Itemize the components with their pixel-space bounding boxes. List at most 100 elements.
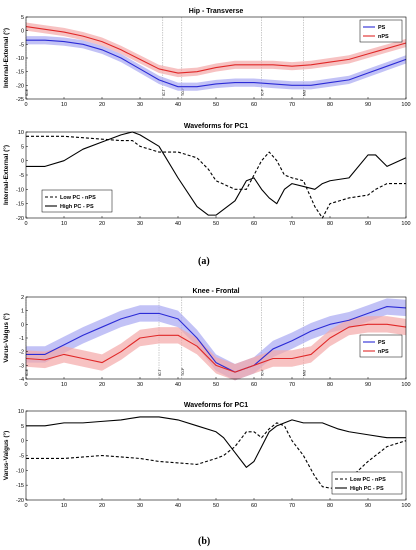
panel-label-b: (b) (198, 536, 211, 547)
y-tick-label: -5 (19, 42, 24, 48)
x-tick-label: 0 (24, 503, 27, 509)
x-tick-label: 40 (175, 221, 181, 227)
x-tick-label: 90 (365, 221, 371, 227)
legend: PS nPS (359, 334, 403, 358)
y-tick-label: -10 (16, 56, 24, 62)
x-tick-label: 80 (327, 102, 333, 108)
legend-label: Low PC - nPS (350, 477, 386, 483)
chart-knee_pc1: Waveforms for PC1 Varus-Valgus (°) 0 10 20 30… (2, 402, 411, 509)
x-tick-label: 80 (327, 503, 333, 509)
y-tick-label: -5 (19, 454, 24, 460)
legend-label: High PC - PS (350, 486, 384, 492)
x-tick-label: 60 (251, 503, 257, 509)
x-tick-label: 100 (401, 503, 410, 509)
event-label: IC-P (261, 88, 265, 96)
x-tick-label: 0 (24, 102, 27, 108)
band-nps (26, 316, 406, 381)
x-tick-label: 100 (401, 221, 410, 227)
x-tick-label: 40 (175, 503, 181, 509)
x-tick-label: 80 (327, 221, 333, 227)
x-tick-label: 20 (99, 382, 105, 388)
y-tick-label: 0 (21, 439, 24, 445)
y-tick-label: -4 (19, 377, 24, 383)
series-line-ps (26, 39, 407, 88)
y-axis-label: Varus-Valgus (°) (2, 313, 10, 363)
event-label: TO-P (181, 367, 185, 376)
x-tick-label: 70 (289, 382, 295, 388)
y-tick-label: 10 (18, 130, 24, 136)
y-tick-label: 0 (21, 159, 24, 165)
series-line-low-pc-nps (26, 135, 406, 219)
y-tick-label: -15 (16, 70, 24, 76)
x-tick-label: 20 (99, 503, 105, 509)
x-tick-label: 30 (137, 382, 143, 388)
x-tick-label: 50 (213, 221, 219, 227)
y-axis-label: Varus-Valgus (°) (2, 431, 10, 481)
y-tick-label: 0 (21, 322, 24, 328)
x-tick-label: 10 (61, 503, 67, 509)
x-tick-label: 70 (289, 221, 295, 227)
legend-label: nPS (378, 349, 389, 355)
series-line-high-pc-ps (26, 131, 407, 216)
legend-label: nPS (378, 34, 389, 40)
y-tick-label: 10 (18, 409, 24, 415)
y-axis-label: Internal-External (°) (2, 145, 10, 205)
legend-label: Low PC - nPS (60, 195, 96, 201)
y-tick-label: 1 (21, 309, 24, 315)
y-tick-label: -20 (16, 83, 24, 89)
legend: PS nPS (359, 19, 403, 43)
x-tick-label: 30 (137, 503, 143, 509)
y-tick-label: 0 (21, 29, 24, 35)
x-tick-label: 40 (175, 102, 181, 108)
x-tick-label: 80 (327, 382, 333, 388)
chart-title: Knee - Frontal (192, 288, 239, 295)
y-tick-label: -10 (16, 468, 24, 474)
event-label: TO-P (181, 87, 185, 96)
y-tick-label: -20 (16, 216, 24, 222)
y-tick-label: -5 (19, 173, 24, 179)
event-label: IC-P (261, 368, 265, 376)
chart-knee_frontal: Knee - Frontal Varus-Valgus (°) IC-E IC-T TO… (2, 288, 411, 388)
legend-box (331, 471, 403, 495)
event-label: Mid (302, 90, 306, 96)
chart-hip_transverse: Hip - Transverse Internal-External (°) IC-… (2, 8, 411, 108)
x-tick-label: 90 (365, 102, 371, 108)
x-tick-label: 60 (251, 382, 257, 388)
y-tick-label: 5 (21, 15, 24, 21)
x-tick-label: 90 (365, 382, 371, 388)
y-tick-label: -2 (19, 350, 24, 356)
x-tick-label: 10 (61, 102, 67, 108)
x-tick-label: 100 (401, 102, 410, 108)
chart-title: Hip - Transverse (189, 8, 244, 15)
y-tick-label: 2 (21, 295, 24, 301)
x-tick-label: 60 (251, 221, 257, 227)
legend: Low PC - nPS High PC - PS (331, 471, 403, 495)
x-tick-label: 0 (24, 382, 27, 388)
legend-label: PS (378, 25, 386, 31)
x-tick-label: 20 (99, 221, 105, 227)
y-tick-label: -15 (16, 483, 24, 489)
event-label: IC-T (162, 88, 166, 96)
legend-box (41, 189, 113, 213)
x-tick-label: 60 (251, 102, 257, 108)
panel-label-a: (a) (198, 256, 210, 267)
y-tick-label: -20 (16, 498, 24, 504)
x-tick-label: 30 (137, 221, 143, 227)
x-tick-label: 70 (289, 102, 295, 108)
band-nps (26, 22, 406, 78)
event-label: Mid (302, 370, 306, 376)
chart-title: Waveforms for PC1 (184, 402, 248, 409)
x-tick-label: 10 (61, 221, 67, 227)
x-tick-label: 50 (213, 503, 219, 509)
series-line-high-pc-ps (26, 416, 406, 468)
x-tick-label: 10 (61, 382, 67, 388)
y-tick-label: -25 (16, 97, 24, 103)
event-label: IC-E (25, 88, 29, 96)
y-tick-label: -3 (19, 363, 24, 369)
series-line-nps (25, 26, 407, 74)
y-tick-label: -10 (16, 187, 24, 193)
event-label: IC-T (158, 368, 162, 376)
y-tick-label: -15 (16, 202, 24, 208)
legend: Low PC - nPS High PC - PS (41, 189, 113, 213)
